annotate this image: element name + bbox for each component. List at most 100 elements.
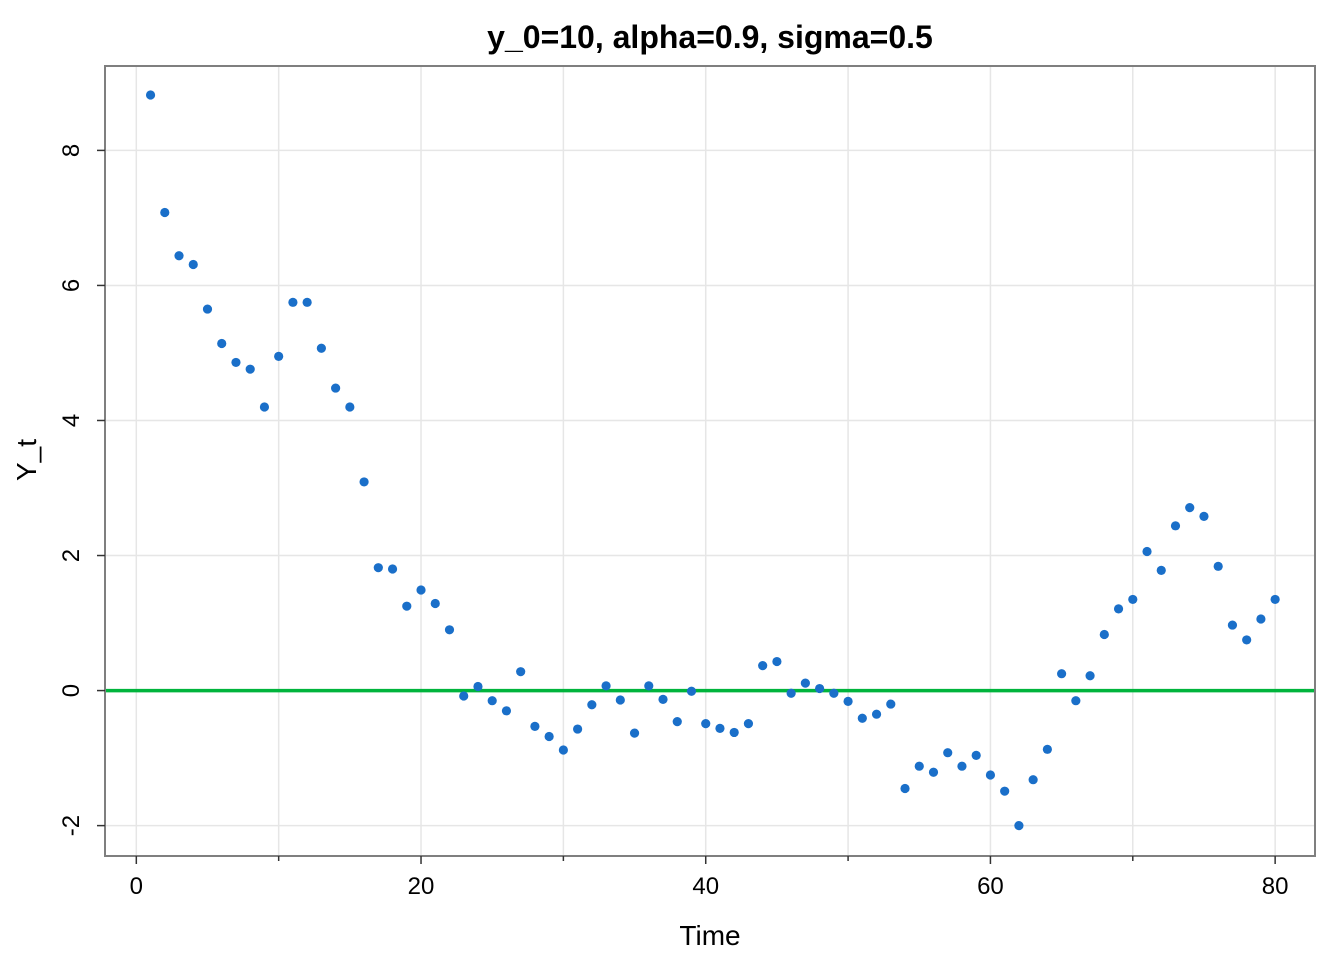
data-point bbox=[900, 783, 910, 794]
data-point bbox=[729, 727, 739, 738]
x-tick-label: 20 bbox=[408, 873, 435, 900]
y-tick-label: 0 bbox=[58, 684, 85, 697]
data-point bbox=[444, 625, 455, 635]
chart-title: y_0=10, alpha=0.9, sigma=0.5 bbox=[487, 19, 933, 55]
y-tick-label: 6 bbox=[58, 279, 85, 292]
data-point bbox=[1113, 604, 1124, 614]
data-point bbox=[430, 598, 440, 609]
data-point bbox=[217, 338, 227, 349]
data-point bbox=[871, 709, 882, 719]
y-tick-label: -2 bbox=[58, 815, 85, 836]
data-point bbox=[1256, 614, 1266, 624]
data-point bbox=[985, 770, 996, 780]
data-point bbox=[1042, 744, 1052, 754]
data-point bbox=[359, 477, 369, 487]
data-point bbox=[1128, 594, 1138, 605]
data-point bbox=[786, 688, 796, 698]
data-point bbox=[288, 297, 298, 307]
data-point bbox=[459, 691, 469, 701]
plot-frame bbox=[104, 65, 1316, 857]
data-point bbox=[658, 694, 668, 704]
data-point bbox=[1185, 502, 1195, 513]
data-point bbox=[1014, 821, 1024, 831]
y-tick-label: 4 bbox=[58, 414, 85, 427]
y-axis-label: Y_t bbox=[11, 439, 42, 481]
data-point bbox=[686, 686, 697, 696]
data-point bbox=[1270, 594, 1280, 605]
data-point bbox=[501, 706, 512, 716]
data-point bbox=[629, 728, 640, 738]
x-tick-label: 0 bbox=[130, 873, 143, 900]
data-point bbox=[743, 719, 754, 729]
data-point bbox=[530, 721, 540, 731]
data-point bbox=[1142, 546, 1152, 557]
data-point bbox=[231, 357, 241, 368]
data-point bbox=[202, 304, 213, 314]
data-point bbox=[1227, 620, 1238, 630]
data-point bbox=[1071, 696, 1081, 706]
data-point bbox=[1099, 629, 1109, 640]
data-point bbox=[473, 681, 483, 692]
data-point bbox=[544, 731, 554, 742]
data-point bbox=[1170, 521, 1181, 531]
data-point bbox=[644, 681, 654, 691]
data-point bbox=[387, 564, 398, 574]
data-point bbox=[1000, 786, 1010, 796]
data-point bbox=[259, 402, 270, 412]
grid-lines bbox=[105, 66, 1315, 856]
data-point bbox=[345, 402, 355, 412]
data-point bbox=[971, 750, 981, 760]
data-point bbox=[1213, 561, 1223, 571]
data-point bbox=[1156, 565, 1166, 575]
data-point bbox=[587, 700, 597, 710]
data-point bbox=[701, 719, 711, 729]
data-point bbox=[758, 660, 768, 671]
data-point bbox=[274, 351, 284, 361]
data-point bbox=[1242, 635, 1252, 645]
data-point bbox=[516, 667, 526, 677]
y-tick-label: 2 bbox=[58, 549, 85, 562]
x-tick-label: 80 bbox=[1262, 873, 1289, 900]
data-points bbox=[145, 90, 1280, 831]
data-point bbox=[160, 207, 170, 218]
data-point bbox=[331, 383, 341, 393]
x-tick-label: 60 bbox=[977, 873, 1004, 900]
data-point bbox=[815, 683, 825, 694]
data-point bbox=[914, 761, 924, 771]
data-point bbox=[245, 364, 255, 374]
data-point bbox=[843, 696, 853, 706]
data-point bbox=[416, 585, 426, 595]
data-point bbox=[829, 688, 839, 698]
data-point bbox=[672, 717, 682, 727]
x-tick-label: 40 bbox=[692, 873, 719, 900]
data-point bbox=[715, 723, 725, 733]
data-point bbox=[1199, 511, 1209, 521]
data-point bbox=[302, 297, 312, 307]
data-point bbox=[800, 678, 810, 688]
data-point bbox=[373, 563, 383, 573]
data-point bbox=[615, 695, 625, 705]
data-point bbox=[943, 748, 953, 758]
data-point bbox=[316, 343, 326, 353]
data-point bbox=[601, 681, 611, 691]
data-point bbox=[145, 90, 156, 100]
data-point bbox=[188, 259, 198, 270]
data-point bbox=[174, 251, 184, 261]
data-point bbox=[487, 696, 497, 706]
data-point bbox=[772, 656, 782, 667]
y-axis: -2 0 2 4 6 8 bbox=[58, 144, 105, 836]
x-axis: 0 20 40 60 80 bbox=[130, 856, 1289, 900]
x-axis-label: Time bbox=[679, 920, 740, 951]
data-point bbox=[402, 601, 412, 611]
data-point bbox=[857, 713, 867, 723]
data-point bbox=[886, 699, 896, 709]
data-point bbox=[1057, 669, 1067, 679]
data-point bbox=[1085, 671, 1095, 681]
data-point bbox=[573, 724, 583, 734]
data-point bbox=[928, 767, 939, 777]
data-point bbox=[1028, 775, 1038, 785]
data-point bbox=[957, 761, 967, 771]
data-point bbox=[558, 745, 568, 755]
y-tick-label: 8 bbox=[58, 144, 85, 157]
